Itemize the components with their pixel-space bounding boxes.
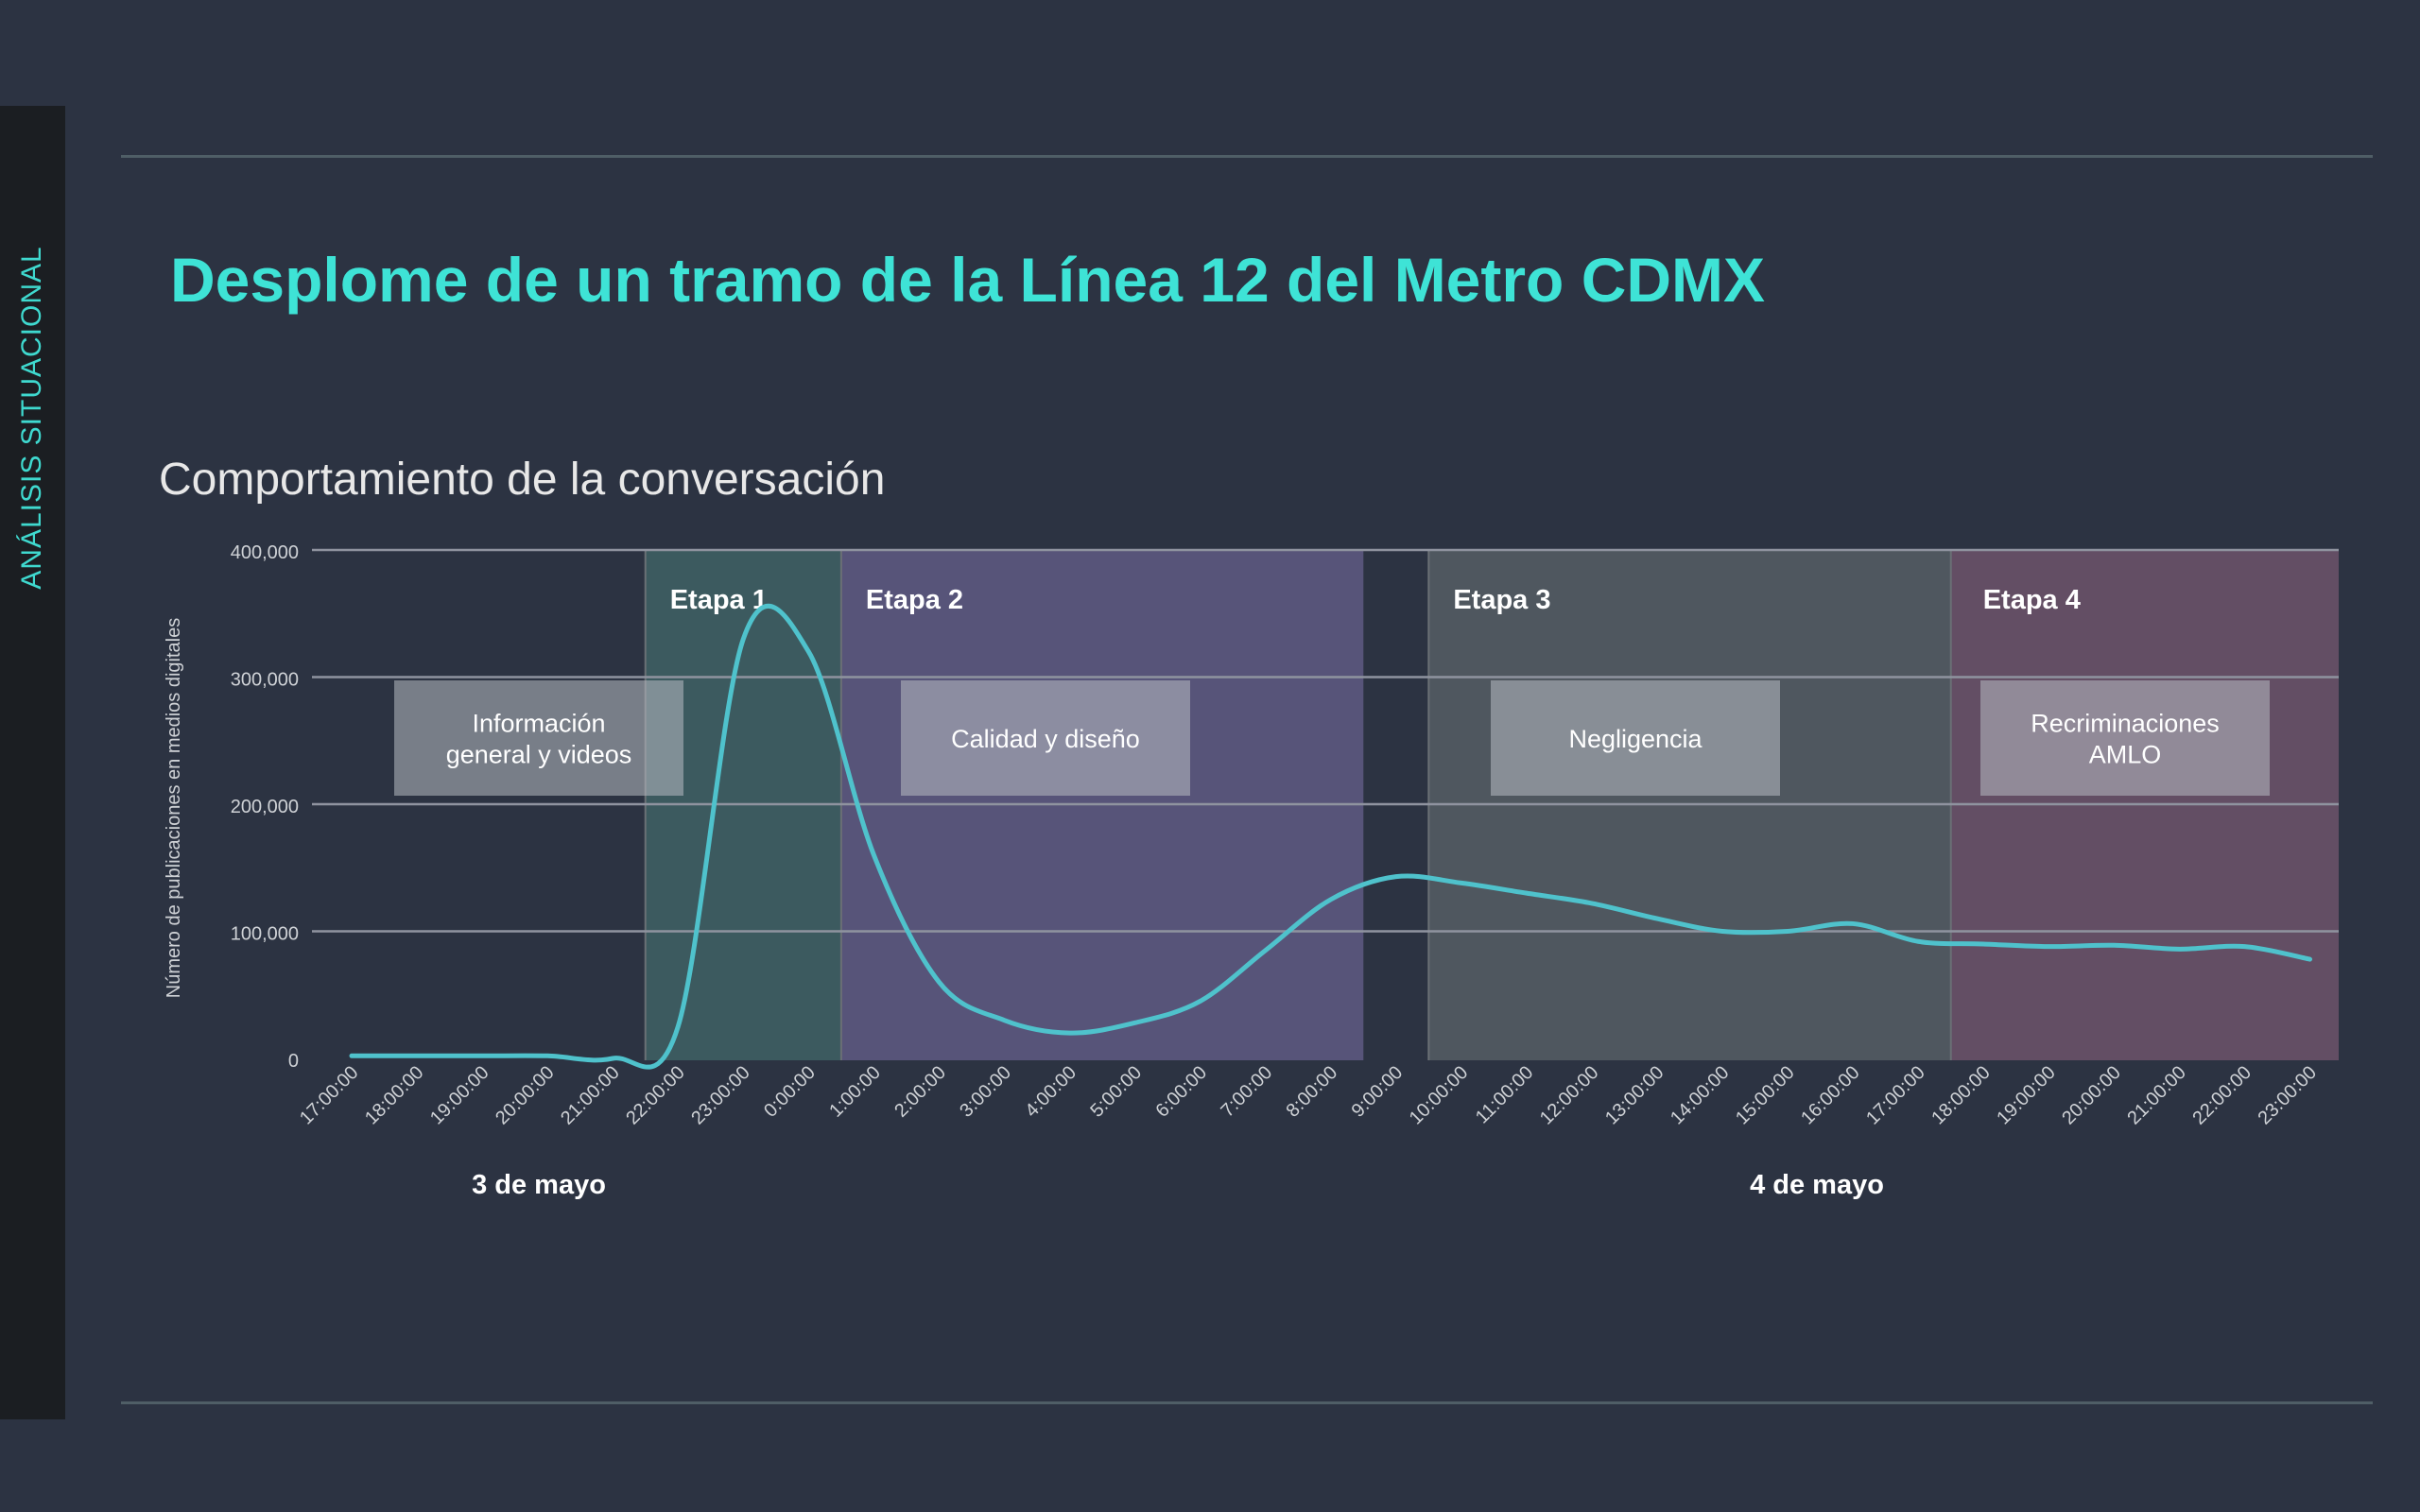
annotation-box-bg — [901, 680, 1190, 796]
x-tick-label: 23:00:00 — [687, 1062, 754, 1129]
y-axis-label: Número de publicaciones en medios digita… — [164, 618, 184, 998]
chart-title: Comportamiento de la conversación — [159, 455, 886, 505]
annotation-text: Recriminaciones — [2031, 710, 2220, 738]
stage-label: Etapa 1 — [670, 585, 768, 615]
x-tick-label: 18:00:00 — [361, 1062, 428, 1129]
x-tick-label: 4:00:00 — [1021, 1062, 1080, 1122]
x-tick-label: 11:00:00 — [1472, 1062, 1538, 1128]
x-tick-label: 16:00:00 — [1797, 1062, 1864, 1129]
stage-label: Etapa 3 — [1453, 585, 1550, 615]
x-tick-label: 8:00:00 — [1283, 1062, 1342, 1122]
x-tick-label: 19:00:00 — [426, 1062, 493, 1129]
date-label: 4 de mayo — [1750, 1170, 1884, 1200]
annotation-box-bg — [1980, 680, 2270, 796]
x-tick-label: 12:00:00 — [1536, 1062, 1603, 1129]
x-tick-label: 17:00:00 — [1862, 1062, 1929, 1129]
annotation-box-bg — [1491, 680, 1780, 796]
annotation-text: AMLO — [2089, 741, 2162, 769]
annotation-text: Negligencia — [1568, 725, 1703, 753]
y-tick-label: 100,000 — [231, 924, 299, 945]
x-tick-label: 15:00:00 — [1732, 1062, 1799, 1129]
annotation-box-bg — [394, 680, 683, 796]
annotation-text: Información — [472, 710, 605, 738]
x-tick-label: 1:00:00 — [825, 1062, 885, 1122]
annotation-text: Calidad y diseño — [951, 725, 1140, 753]
top-divider — [121, 155, 2373, 158]
x-tick-label: 2:00:00 — [890, 1062, 950, 1122]
series-line — [349, 603, 2312, 1070]
annotation-text: general y videos — [446, 741, 632, 769]
x-tick-label: 6:00:00 — [1151, 1062, 1211, 1122]
annotation-box: Información general y videos — [394, 680, 683, 796]
x-tick-label: 19:00:00 — [1993, 1062, 2060, 1129]
page-title: Desplome de un tramo de la Línea 12 del … — [170, 245, 1766, 315]
bottom-divider — [121, 1401, 2373, 1404]
x-tick-label: 14:00:00 — [1667, 1062, 1734, 1129]
y-tick-label: 200,000 — [231, 797, 299, 817]
x-tick-label: 7:00:00 — [1217, 1062, 1276, 1122]
x-tick-label: 0:00:00 — [760, 1062, 820, 1122]
x-tick-label: 20:00:00 — [2058, 1062, 2125, 1129]
annotation-box: Recriminaciones AMLO — [1980, 680, 2270, 796]
stage-label: Etapa 4 — [1983, 585, 2081, 615]
x-tick-label: 21:00:00 — [557, 1062, 624, 1129]
x-tick-label: 21:00:00 — [2123, 1062, 2190, 1129]
stage-label: Etapa 2 — [866, 585, 963, 615]
annotation-box: Calidad y diseño — [901, 680, 1190, 796]
x-tick-label: 13:00:00 — [1601, 1062, 1668, 1129]
x-tick-label: 3:00:00 — [956, 1062, 1015, 1122]
y-tick-label: 0 — [288, 1051, 299, 1072]
x-tick-label: 10:00:00 — [1406, 1062, 1473, 1129]
x-tick-label: 22:00:00 — [2188, 1062, 2256, 1129]
annotation-box: Negligencia — [1491, 680, 1780, 796]
x-tick-label: 22:00:00 — [622, 1062, 689, 1129]
side-strip: ANÁLISIS SITUACIONAL — [0, 106, 65, 1419]
y-tick-label: 400,000 — [231, 542, 299, 563]
x-tick-label: 17:00:00 — [296, 1062, 363, 1129]
x-tick-label: 9:00:00 — [1348, 1062, 1408, 1122]
x-tick-label: 18:00:00 — [1927, 1062, 1995, 1129]
x-tick-label: 5:00:00 — [1086, 1062, 1146, 1122]
y-tick-label: 300,000 — [231, 670, 299, 691]
date-label: 3 de mayo — [472, 1170, 606, 1200]
x-tick-label: 20:00:00 — [492, 1062, 559, 1129]
x-tick-label: 23:00:00 — [2254, 1062, 2321, 1129]
